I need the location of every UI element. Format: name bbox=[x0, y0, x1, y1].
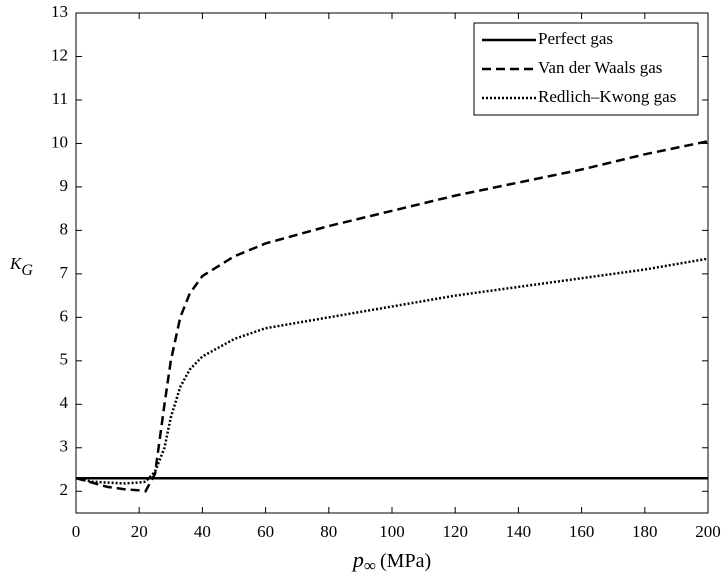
y-axis-label: KG bbox=[9, 254, 33, 279]
x-tick-label: 200 bbox=[695, 522, 721, 541]
legend-label: Perfect gas bbox=[538, 29, 613, 48]
line-series bbox=[75, 257, 709, 485]
legend-label: Van der Waals gas bbox=[538, 58, 662, 77]
x-tick-label: 0 bbox=[72, 522, 81, 541]
y-tick-label: 7 bbox=[60, 263, 69, 282]
y-tick-label: 12 bbox=[51, 45, 68, 64]
x-tick-label: 160 bbox=[569, 522, 595, 541]
x-axis-label: p∞ (MPa) bbox=[351, 547, 431, 575]
y-label-subscript: G bbox=[21, 262, 33, 279]
x-label-subscript: ∞ bbox=[364, 556, 376, 575]
y-tick-label: 2 bbox=[60, 480, 69, 499]
y-tick-label: 5 bbox=[60, 350, 69, 369]
line-series bbox=[75, 140, 709, 493]
x-tick-label: 40 bbox=[194, 522, 211, 541]
x-tick-label: 180 bbox=[632, 522, 658, 541]
y-tick-label: 11 bbox=[52, 89, 68, 108]
x-tick-label: 100 bbox=[379, 522, 405, 541]
x-label-symbol: p bbox=[351, 547, 364, 572]
x-tick-label: 140 bbox=[506, 522, 532, 541]
y-tick-label: 10 bbox=[51, 132, 68, 151]
y-tick-label: 9 bbox=[60, 176, 69, 195]
y-tick-label: 13 bbox=[51, 2, 68, 21]
legend-label: Redlich–Kwong gas bbox=[538, 87, 676, 106]
x-label-unit: (MPa) bbox=[380, 550, 431, 572]
y-tick-label: 4 bbox=[60, 393, 69, 412]
x-tick-label: 120 bbox=[442, 522, 468, 541]
y-tick-label: 8 bbox=[60, 219, 69, 238]
y-label-symbol: K bbox=[9, 254, 23, 273]
y-tick-label: 6 bbox=[60, 306, 69, 325]
y-tick-label: 3 bbox=[60, 437, 69, 456]
x-tick-label: 60 bbox=[257, 522, 274, 541]
x-tick-label: 20 bbox=[131, 522, 148, 541]
x-tick-label: 80 bbox=[320, 522, 337, 541]
